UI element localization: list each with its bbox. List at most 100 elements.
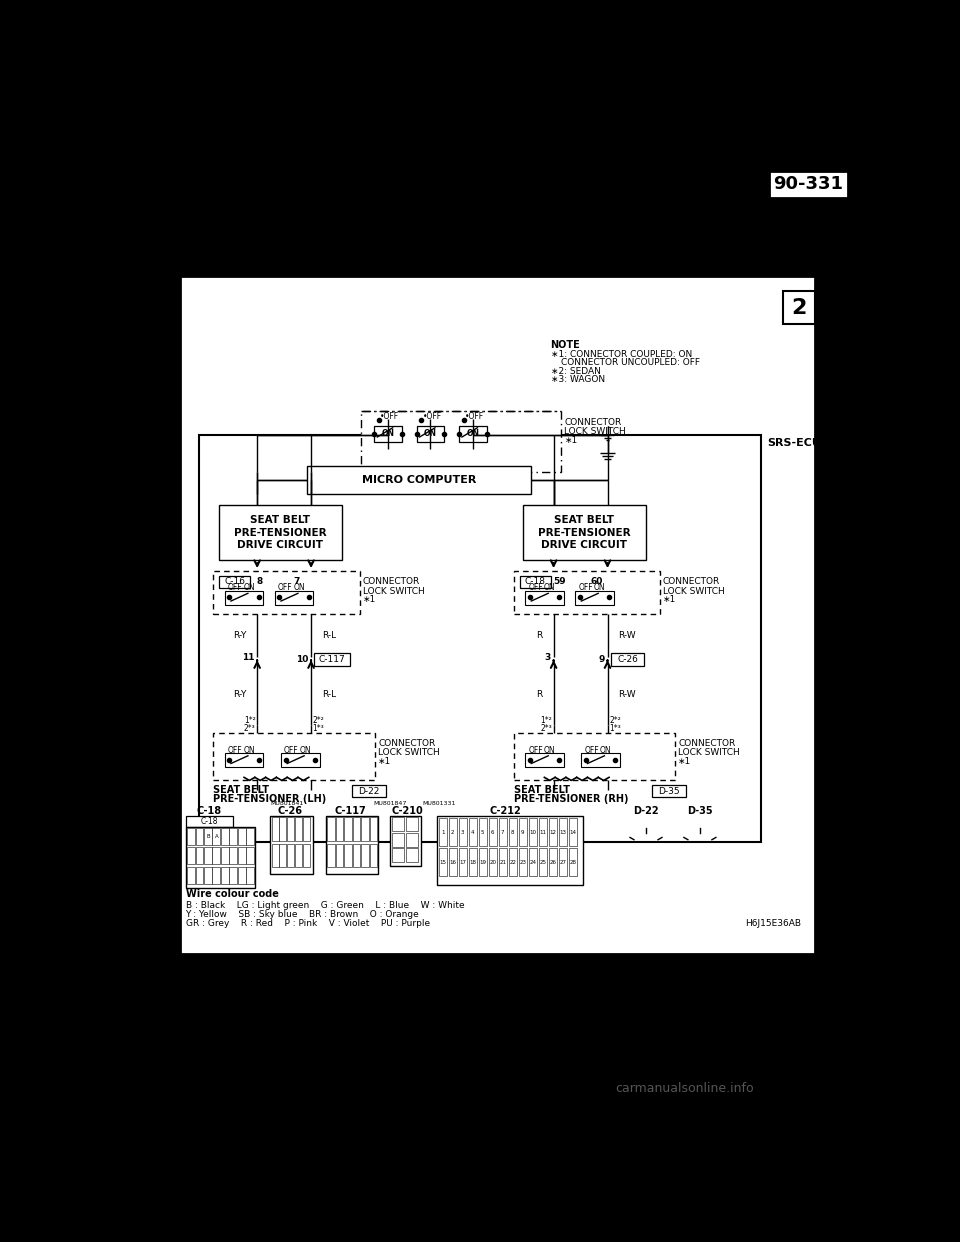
Text: MU801331: MU801331 (422, 801, 456, 806)
Bar (575, 591, 613, 605)
Text: 1*²: 1*² (540, 715, 552, 725)
Bar (519, 848, 527, 876)
Text: C-18: C-18 (201, 817, 218, 826)
Bar (499, 848, 508, 876)
Bar (525, 591, 564, 605)
Bar (370, 817, 377, 841)
Text: •OFF: •OFF (422, 412, 442, 421)
Bar (302, 817, 309, 841)
Bar (229, 828, 237, 845)
Bar (295, 845, 301, 867)
Text: OFF: OFF (228, 584, 243, 592)
Text: 24: 24 (529, 859, 537, 864)
Bar (247, 867, 254, 883)
Bar (220, 575, 251, 587)
Text: ON: ON (300, 746, 311, 755)
Text: ON: ON (467, 430, 479, 438)
Text: Wire colour code: Wire colour code (185, 889, 278, 899)
Text: LOCK SWITCH: LOCK SWITCH (378, 748, 440, 758)
Bar (392, 817, 404, 831)
Text: OFF: OFF (228, 746, 243, 755)
Bar (185, 816, 233, 827)
Text: C-210: C-210 (392, 806, 423, 816)
Bar (523, 504, 646, 560)
Text: CONNECTOR UNCOUPLED: OFF: CONNECTOR UNCOUPLED: OFF (562, 359, 700, 368)
Bar (514, 733, 675, 780)
Bar (652, 785, 686, 797)
Text: D-22: D-22 (634, 806, 659, 816)
Text: ∗1: CONNECTOR COUPLED: ON: ∗1: CONNECTOR COUPLED: ON (550, 350, 692, 359)
Text: R: R (537, 631, 542, 640)
Bar (212, 867, 220, 883)
Text: 12: 12 (549, 830, 557, 835)
Bar (559, 818, 567, 846)
Bar (281, 754, 320, 768)
Bar (509, 818, 517, 846)
Text: B : Black    LG : Light green    G : Green    L : Blue    W : White: B : Black LG : Light green G : Green L :… (185, 900, 465, 909)
Text: PRE-TENSIONER (RH): PRE-TENSIONER (RH) (514, 794, 628, 804)
Bar (238, 867, 246, 883)
Text: SEAT BELT: SEAT BELT (251, 515, 310, 525)
Text: ∗2: SEDAN: ∗2: SEDAN (550, 366, 600, 376)
Text: 1*³: 1*³ (609, 724, 621, 733)
Bar (514, 571, 660, 614)
Text: DRIVE CIRCUIT: DRIVE CIRCUIT (237, 540, 324, 550)
Text: •OFF: •OFF (465, 412, 484, 421)
Text: C-26: C-26 (617, 655, 638, 664)
Bar (406, 833, 419, 847)
Bar (272, 845, 278, 867)
Text: GR : Grey    R : Red    P : Pink    V : Violet    PU : Purple: GR : Grey R : Red P : Pink V : Violet PU… (185, 919, 430, 928)
Text: R-W: R-W (618, 689, 636, 699)
Text: LOCK SWITCH: LOCK SWITCH (363, 586, 424, 595)
Bar (361, 845, 369, 867)
Text: 10: 10 (296, 655, 308, 664)
Text: C-212: C-212 (490, 806, 521, 816)
Text: 90-331: 90-331 (774, 175, 844, 193)
Text: 60: 60 (590, 578, 603, 586)
Bar (529, 848, 538, 876)
Bar (187, 847, 195, 864)
Bar (295, 817, 301, 841)
Text: 11: 11 (540, 830, 546, 835)
Bar (439, 818, 447, 846)
Bar (406, 848, 419, 862)
Bar (468, 818, 477, 846)
Bar (549, 848, 558, 876)
Text: H6J15E36AB: H6J15E36AB (746, 919, 802, 928)
Bar (271, 816, 313, 873)
Text: C-18: C-18 (524, 578, 545, 586)
Text: 7: 7 (501, 830, 505, 835)
Text: 4: 4 (471, 830, 474, 835)
Text: ON: ON (543, 584, 555, 592)
Text: R-L: R-L (322, 631, 336, 640)
Bar (539, 818, 547, 846)
Text: 10: 10 (529, 830, 537, 835)
Text: LOCK SWITCH: LOCK SWITCH (679, 748, 740, 758)
Bar (279, 845, 286, 867)
Bar (221, 867, 228, 883)
Text: SEAT BELT: SEAT BELT (213, 785, 269, 795)
Text: LOCK SWITCH: LOCK SWITCH (564, 427, 626, 436)
Text: OFF: OFF (528, 584, 542, 592)
Bar (539, 848, 547, 876)
Text: 1*³: 1*³ (313, 724, 324, 733)
Bar (509, 848, 517, 876)
Text: 22: 22 (510, 859, 516, 864)
Bar (344, 817, 352, 841)
Text: 23: 23 (519, 859, 526, 864)
Text: 2: 2 (792, 298, 807, 318)
Text: R-W: R-W (618, 631, 636, 640)
Text: SRS-ECU: SRS-ECU (768, 438, 822, 448)
Bar (344, 845, 352, 867)
Text: ∗1: ∗1 (663, 595, 676, 604)
Bar (221, 828, 228, 845)
Text: CONNECTOR: CONNECTOR (363, 578, 420, 586)
Text: ∗1: ∗1 (679, 756, 691, 765)
Text: 3: 3 (461, 830, 465, 835)
Bar (489, 848, 497, 876)
Text: A: A (214, 835, 218, 840)
Text: CONNECTOR: CONNECTOR (663, 578, 720, 586)
Bar (325, 816, 378, 873)
Text: 2*³: 2*³ (244, 724, 255, 733)
Text: ∗1: ∗1 (564, 436, 578, 445)
